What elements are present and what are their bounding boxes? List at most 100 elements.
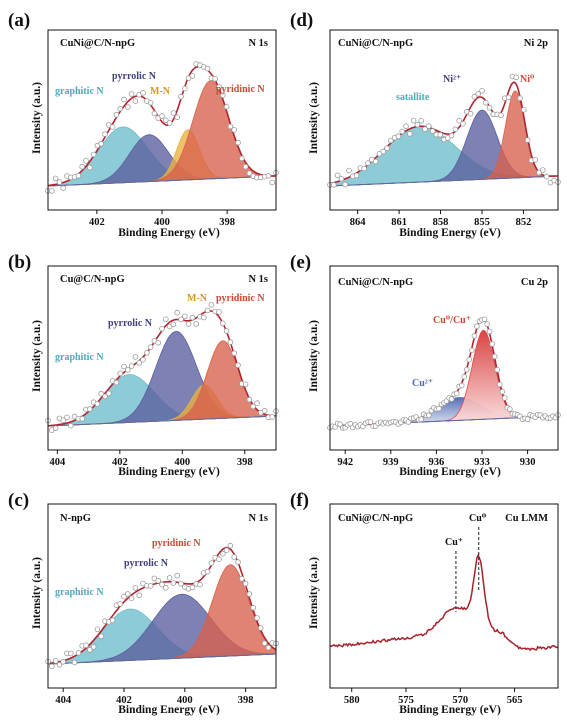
data-point [429,128,436,134]
data-point [403,123,409,129]
panel-c-xlabel: Binding Energy (eV) [118,704,220,716]
data-point [159,113,165,119]
data-point [155,339,162,346]
panel-f-tag: Cu LMM [505,513,548,524]
data-point [182,313,188,320]
data-point [257,625,264,631]
data-point [106,390,112,397]
panel-c-ylabel: Intensity (a.u.) [31,557,43,629]
data-point [163,117,169,124]
x-tick-label: 398 [219,217,235,228]
panel-c-label: (c) [8,490,29,511]
data-point [471,333,478,339]
data-point [75,172,82,179]
panel-e-label: (e) [290,252,311,273]
baseline [329,175,559,187]
data-point [387,137,394,144]
data-point [437,132,444,138]
data-point [220,550,226,557]
data-point [265,644,272,651]
data-point [242,381,249,388]
data-point [83,158,89,164]
panel-b-xlabel: Binding Energy (eV) [118,466,220,478]
data-point [166,575,173,581]
peak-label-3: pyridinic N [216,84,265,95]
data-point [410,117,417,124]
data-point [265,173,272,179]
marker-label-0: Cu⁺ [445,537,463,548]
baseline [47,415,277,427]
data-point [75,650,82,656]
x-tick-label: 861 [391,217,407,228]
x-tick-label: 939 [383,457,399,468]
data-point [79,415,85,422]
data-point [422,126,428,132]
data-point [481,316,488,323]
data-point [235,139,241,146]
data-point [155,577,162,584]
panel-b-plot: graphitic N pyrrolic N M-N pyridinic N 404 40… [45,265,279,468]
data-point [482,100,489,106]
data-point [204,568,211,575]
data-point [52,658,59,664]
data-point [479,88,485,94]
data-point [56,179,63,185]
panel-a-label: (a) [8,10,30,31]
data-point [367,419,374,425]
data-point [524,137,531,143]
data-point [151,110,158,117]
data-point [338,176,345,182]
data-point [212,76,219,82]
peak-label-0: satallite [396,92,430,103]
data-point [498,112,504,119]
data-point [71,659,78,666]
data-point [125,367,131,373]
data-point [414,121,421,128]
panel-f-ylabel: Intensity (a.u.) [308,557,320,629]
panel-d-plot: satallite Ni²⁺ Ni⁰ 864 861 858 855 852 [327,29,561,228]
data-point [246,396,253,403]
x-tick-label: 398 [238,695,254,706]
data-point [87,406,93,412]
data-point [121,96,127,103]
data-point [456,117,463,124]
data-point [242,163,249,170]
data-point [242,580,249,587]
data-point [250,604,257,611]
data-point [491,353,498,360]
data-point [463,366,470,373]
data-point [87,647,93,653]
data-point [261,640,268,646]
data-point [227,542,234,549]
data-point [399,128,406,135]
data-point [159,325,165,332]
peak-label-1: pyrrolic N [124,558,169,569]
data-point [174,309,181,316]
data-point [231,554,238,560]
panel-d-xlabel: Binding Energy (eV) [399,227,501,239]
panel-e-plot: Cu²⁺ Cu⁰/Cu⁺ 942 939 936 933 930 [327,265,561,468]
data-point [216,84,222,90]
data-point [543,173,550,180]
data-point [231,127,238,133]
x-tick-label: 402 [89,217,105,228]
data-point [539,167,546,173]
data-point [453,390,460,397]
data-point [174,572,181,579]
data-point [121,593,127,600]
data-point [513,74,519,81]
data-point [448,396,455,402]
data-point [166,120,173,126]
data-point [467,110,474,117]
data-point [334,172,341,179]
data-point [436,405,442,412]
data-point [140,356,146,363]
peak-label-0: graphitic N [55,587,104,598]
data-point [458,382,465,389]
data-point [216,309,222,315]
data-point [494,366,501,373]
data-point [254,400,260,407]
panel-e-tag: Cu 2p [521,277,548,288]
panel-d-title: CuNi@C/N-npG [338,38,413,49]
